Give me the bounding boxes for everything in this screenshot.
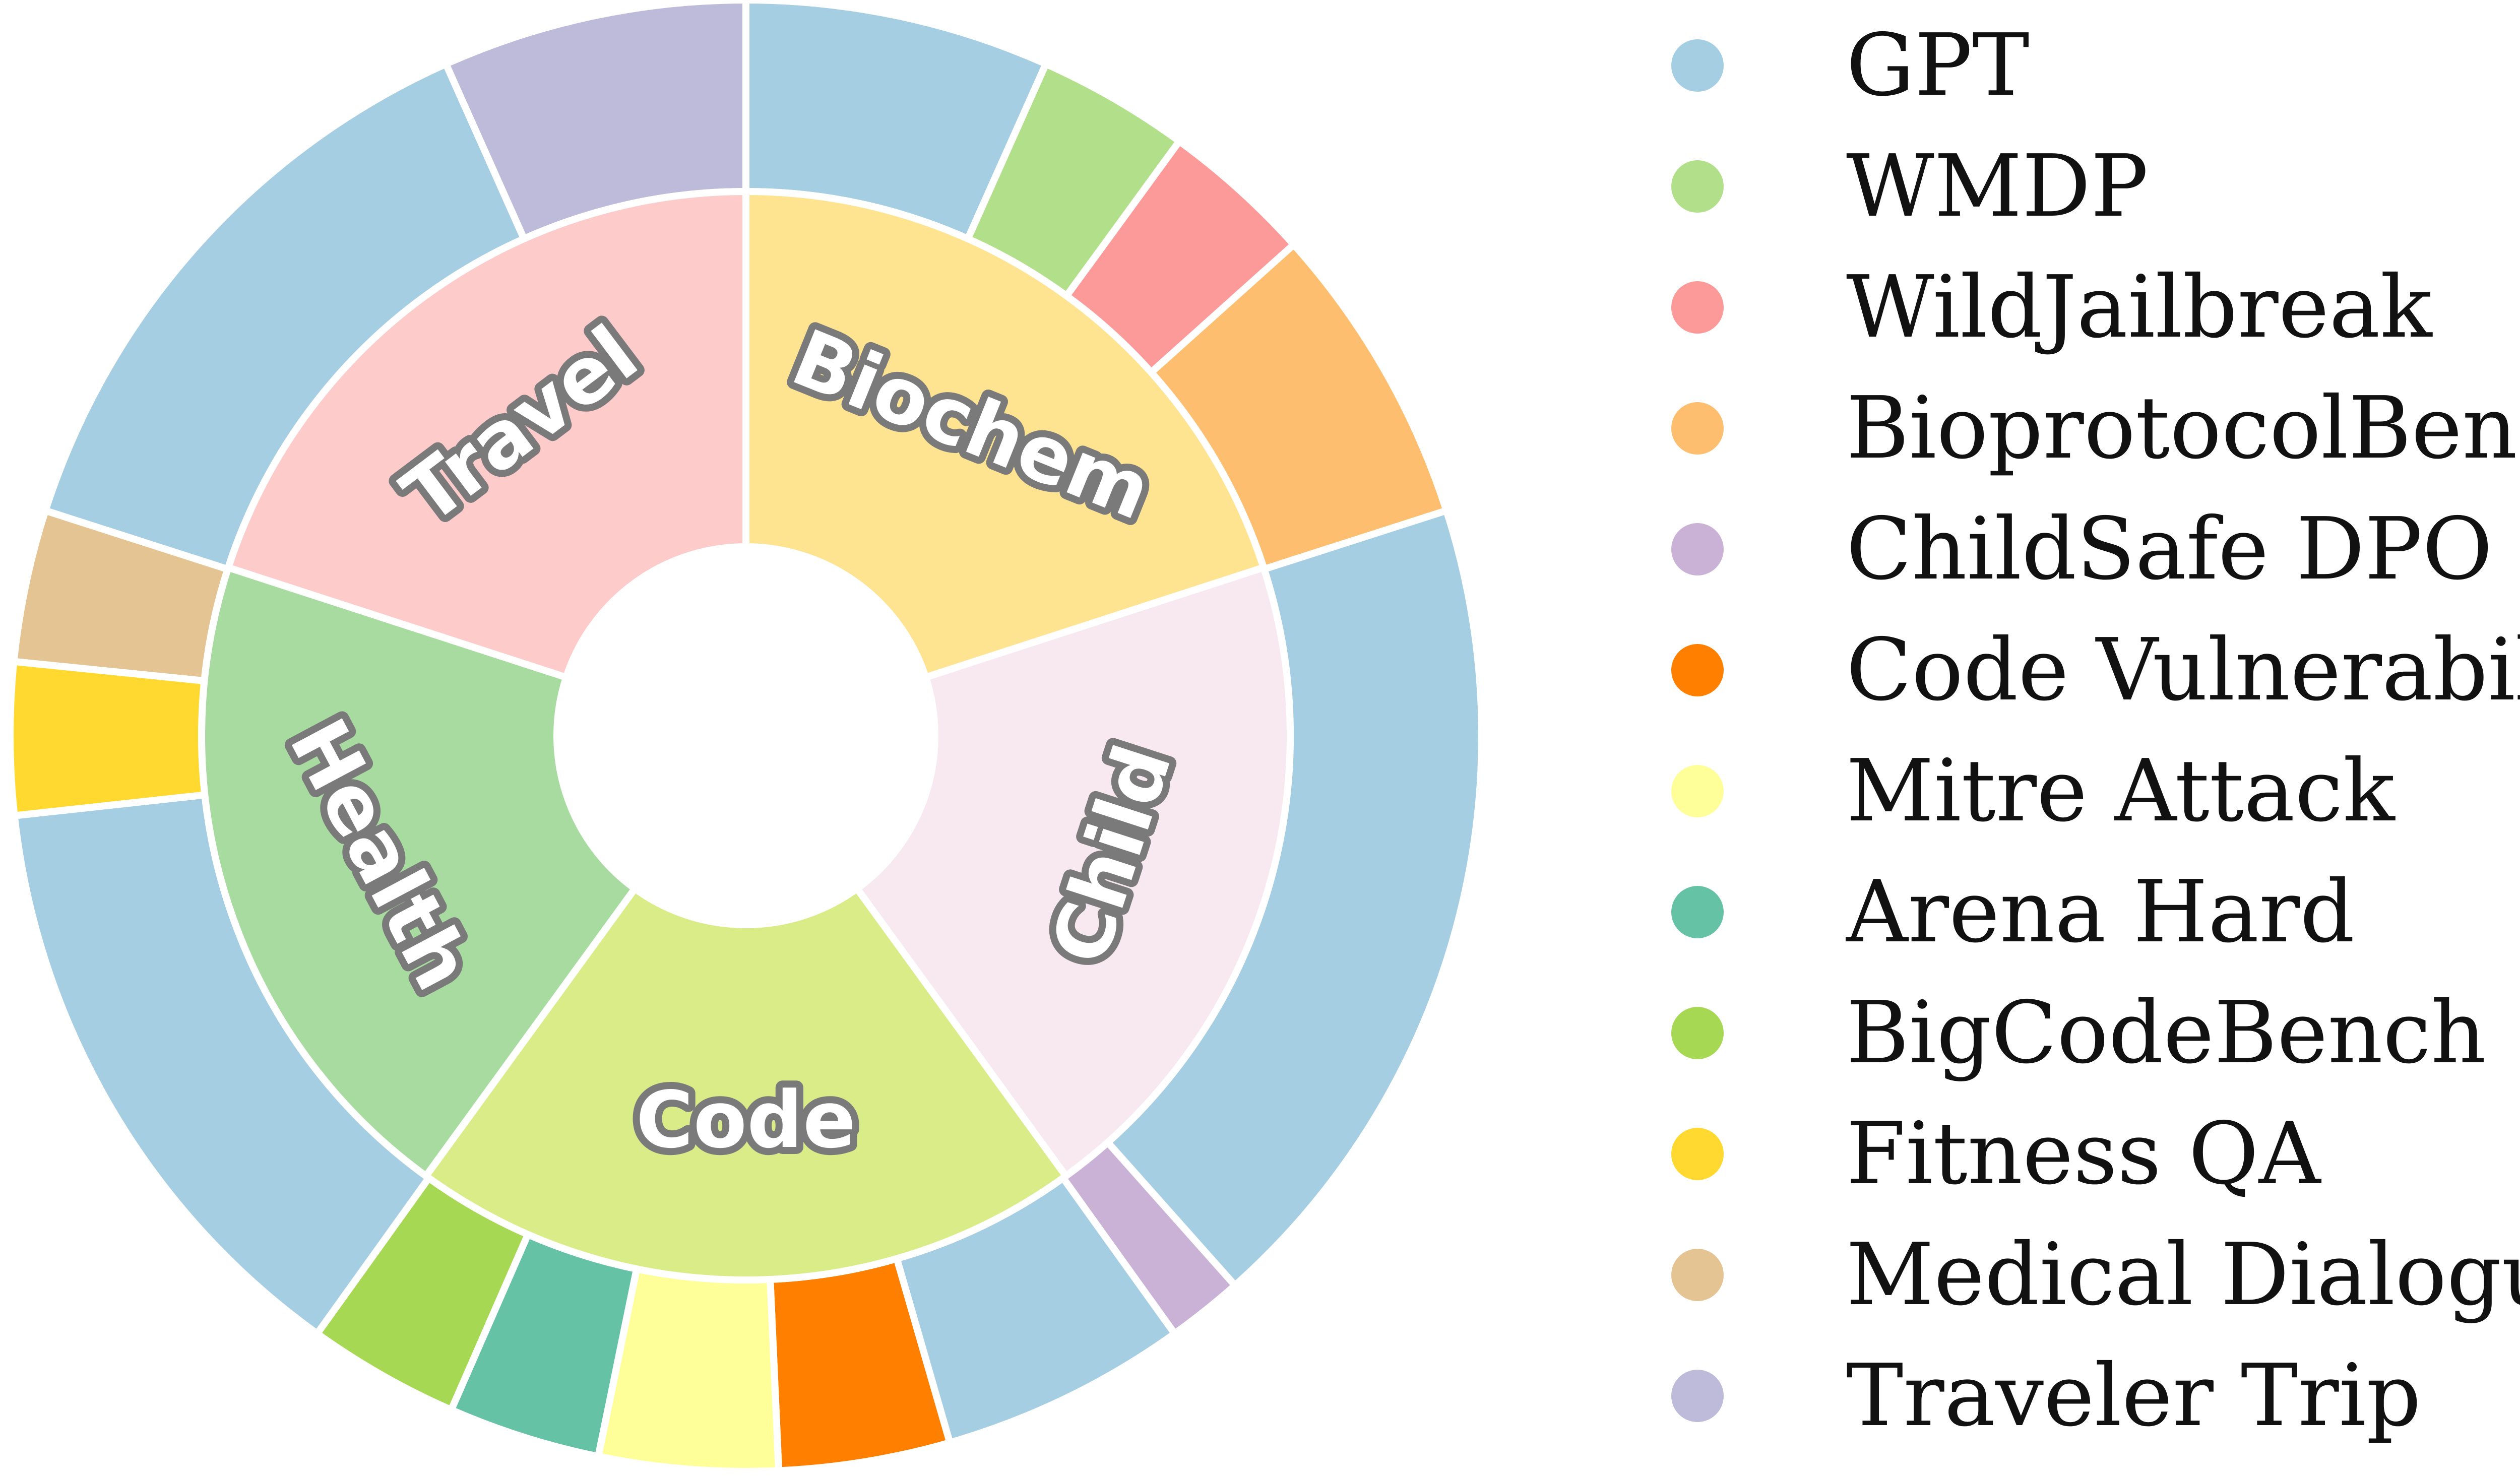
inner-label-code: Code [636,1074,856,1166]
legend-label-traveler-trip: Traveler Trip [1846,1346,2421,1446]
legend-label-childsafe-dpo: ChildSafe DPO [1846,499,2493,599]
inner-wedge-biochem [742,188,1268,681]
legend-label-medical-dialogue: Medical Dialogue [1846,1225,2520,1325]
legend-label-wmdp: WMDP [1846,137,2148,236]
legend-marker-medical-dialogue [1671,1249,1724,1301]
inner-wedge-code [422,885,1069,1284]
legend: GPT WMDP WildJailbreak BioprotocolBench Chil… [1671,16,2520,1446]
outer-ring [7,0,1485,1475]
legend-label-bioprotocolbench: BioprotocolBench [1846,378,2520,478]
legend-label-mitre-attack: Mitre Attack [1846,741,2396,841]
legend-marker-mitre-attack [1671,765,1724,817]
inner-wedge-health [198,564,639,1180]
legend-label-code-vulnerability: Code Vulnerability [1846,620,2520,720]
legend-marker-bigcodebench [1671,1007,1724,1059]
legend-label-wildjailbreak: WildJailbreak [1846,258,2433,357]
legend-marker-fitness-qa [1671,1128,1724,1180]
legend-label-arena-hard: Arena Hard [1846,862,2355,962]
legend-marker-gpt [1671,39,1724,92]
legend-marker-bioprotocolbench [1671,402,1724,455]
legend-marker-code-vulnerability [1671,644,1724,696]
inner-ring [198,188,1294,1284]
legend-marker-wmdp [1671,160,1724,213]
outer-wedge-health-fitness-qa [7,658,209,819]
legend-marker-wildjailbreak [1671,281,1724,334]
legend-label-fitness-qa: Fitness QA [1846,1104,2322,1204]
inner-wedge-child [853,564,1294,1180]
legend-label-gpt: GPT [1846,16,2030,115]
legend-marker-traveler-trip [1671,1370,1724,1422]
inner-wedge-travel [224,188,749,681]
legend-label-bigcodebench: BigCodeBench [1846,983,2486,1083]
legend-marker-arena-hard [1671,886,1724,938]
legend-marker-childsafe-dpo [1671,523,1724,575]
